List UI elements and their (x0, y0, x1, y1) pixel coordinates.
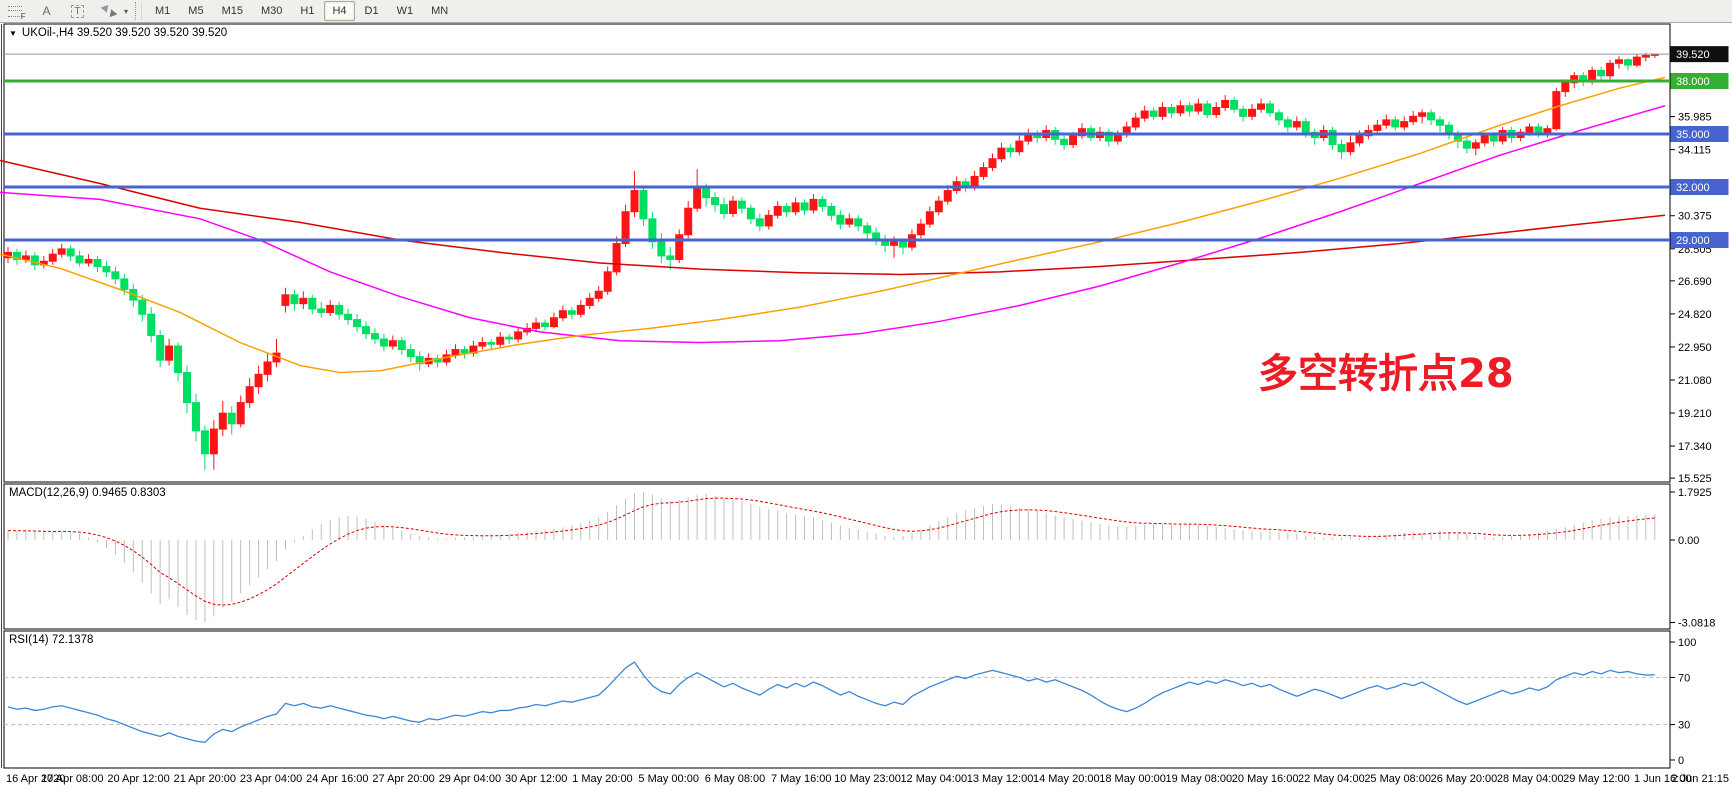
svg-text:18 May 00:00: 18 May 00:00 (1099, 773, 1166, 785)
price-badge-39.520: 39.520 (1670, 46, 1729, 63)
svg-text:12 May 04:00: 12 May 04:00 (900, 773, 967, 785)
price-badge-35.000: 35.000 (1670, 126, 1729, 143)
svg-text:-3.0818: -3.0818 (1678, 618, 1715, 630)
svg-text:25 May 08:00: 25 May 08:00 (1364, 773, 1431, 785)
timeframe-button-mn[interactable]: MN (431, 5, 449, 17)
fibonacci-lines-glyph (7, 5, 22, 17)
svg-text:14 May 20:00: 14 May 20:00 (1033, 773, 1100, 785)
svg-text:35.985: 35.985 (1678, 112, 1712, 124)
svg-text:19.210: 19.210 (1678, 408, 1712, 420)
svg-text:100: 100 (1678, 637, 1696, 649)
svg-text:17 Apr 08:00: 17 Apr 08:00 (41, 773, 103, 785)
svg-text:70: 70 (1678, 672, 1690, 684)
symbol-ohlc-text: UKOil-,H4 39.520 39.520 39.520 39.520 (21, 27, 228, 39)
price-badge-29.000: 29.000 (1670, 232, 1729, 249)
timeframe-button-group: M1 M5 M15 M30 H1 H4 D1 W1 MN (146, 0, 457, 22)
ma-mid-magenta[interactable] (0, 105, 1666, 344)
rsi-panel (3, 630, 1671, 769)
svg-text:24.820: 24.820 (1678, 309, 1712, 321)
timeframe-button-d1[interactable]: D1 (364, 5, 379, 17)
timeframe-button-m30[interactable]: M30 (260, 5, 283, 17)
fibonacci-tool-icon[interactable]: F (1, 1, 30, 22)
symbol-dropdown-icon[interactable]: ▼ (9, 29, 17, 38)
svg-text:30.375: 30.375 (1678, 211, 1712, 223)
svg-text:7 May 16:00: 7 May 16:00 (771, 773, 832, 785)
dropdown-caret-icon[interactable]: ▾ (124, 6, 129, 16)
svg-text:22.950: 22.950 (1678, 342, 1712, 354)
svg-text:38.000: 38.000 (1676, 76, 1710, 88)
toolbar-separator (135, 2, 143, 20)
svg-text:29.000: 29.000 (1676, 235, 1710, 247)
price-badge-38.000: 38.000 (1670, 73, 1729, 89)
svg-text:39.520: 39.520 (1676, 49, 1710, 61)
symbol-title: ▼ UKOil-,H4 39.520 39.520 39.520 39.520 (9, 27, 227, 39)
svg-text:30 Apr 12:00: 30 Apr 12:00 (505, 773, 567, 785)
svg-text:19 May 08:00: 19 May 08:00 (1166, 773, 1233, 785)
svg-text:23 Apr 04:00: 23 Apr 04:00 (240, 773, 302, 785)
timeframe-button-m15[interactable]: M15 (221, 5, 243, 17)
svg-text:21.080: 21.080 (1678, 375, 1712, 387)
main-panel (3, 23, 1671, 483)
price-axis: 37.85535.98534.11532.24530.37528.50526.6… (1670, 46, 1729, 485)
rsi-indicator-label: RSI(14) 72.1378 (9, 634, 94, 646)
svg-text:30: 30 (1678, 720, 1690, 732)
text-tool-icon[interactable]: T (63, 1, 92, 22)
svg-text:1.7925: 1.7925 (1678, 487, 1712, 499)
svg-text:13 May 12:00: 13 May 12:00 (967, 773, 1034, 785)
svg-text:17.340: 17.340 (1678, 441, 1712, 453)
svg-text:0: 0 (1678, 755, 1684, 767)
ma-fast-orange[interactable] (0, 76, 1666, 374)
svg-text:26.690: 26.690 (1678, 276, 1712, 288)
svg-text:20 Apr 12:00: 20 Apr 12:00 (107, 773, 169, 785)
macd-panel (3, 483, 1671, 630)
svg-text:16 Apr 2020: 16 Apr 2020 (6, 773, 65, 785)
rsi-series: 100 70 30 0 (4, 637, 1696, 767)
svg-text:29 May 12:00: 29 May 12:00 (1563, 773, 1630, 785)
macd-series: 1.7925 0.00 -3.0818 (7, 487, 1715, 630)
rsi-line (7, 661, 1655, 743)
svg-text:1 May 20:00: 1 May 20:00 (572, 773, 633, 785)
svg-text:29 Apr 04:00: 29 Apr 04:00 (439, 773, 501, 785)
price-badge-32.000: 32.000 (1670, 179, 1729, 196)
svg-text:0.00: 0.00 (1678, 535, 1699, 547)
timeframe-button-h1[interactable]: H1 (300, 5, 315, 17)
svg-text:26 May 20:00: 26 May 20:00 (1431, 773, 1498, 785)
svg-text:6 May 08:00: 6 May 08:00 (705, 773, 766, 785)
timeframe-button-m1[interactable]: M1 (155, 5, 171, 17)
candlestick-series (4, 52, 1659, 471)
timeframe-button-h4[interactable]: H4 (324, 1, 355, 21)
chart-annotation-text: 多空转折点28 (1258, 351, 1514, 397)
svg-text:35.000: 35.000 (1676, 129, 1710, 141)
macd-indicator-label: MACD(12,26,9) 0.9465 0.8303 (9, 487, 166, 499)
text-label-tool-icon[interactable]: A (42, 4, 51, 18)
svg-text:2 Jun 21:15: 2 Jun 21:15 (1672, 773, 1730, 785)
ma-slow-red[interactable] (0, 159, 1666, 276)
svg-text:1 Jun 16:00: 1 Jun 16:00 (1634, 773, 1692, 785)
svg-text:21 Apr 20:00: 21 Apr 20:00 (174, 773, 236, 785)
svg-text:27 Apr 20:00: 27 Apr 20:00 (372, 773, 434, 785)
toolbar: F A T ▾ M1 M5 M15 M30 H1 H4 D1 W1 MN (0, 0, 1732, 23)
arrow-objects-tool-icon[interactable] (94, 1, 123, 22)
svg-text:20 May 16:00: 20 May 16:00 (1232, 773, 1299, 785)
svg-text:24 Apr 16:00: 24 Apr 16:00 (306, 773, 368, 785)
svg-text:34.115: 34.115 (1678, 145, 1711, 157)
svg-text:22 May 04:00: 22 May 04:00 (1298, 773, 1365, 785)
macd-signal-line (7, 497, 1655, 606)
svg-text:28 May 04:00: 28 May 04:00 (1497, 773, 1564, 785)
svg-text:10 May 23:00: 10 May 23:00 (834, 773, 901, 785)
timeframe-button-m5[interactable]: M5 (188, 5, 204, 17)
svg-text:5 May 00:00: 5 May 00:00 (638, 773, 699, 785)
svg-text:15.525: 15.525 (1678, 473, 1712, 485)
timeframe-button-w1[interactable]: W1 (396, 5, 414, 17)
svg-text:32.000: 32.000 (1676, 182, 1710, 194)
